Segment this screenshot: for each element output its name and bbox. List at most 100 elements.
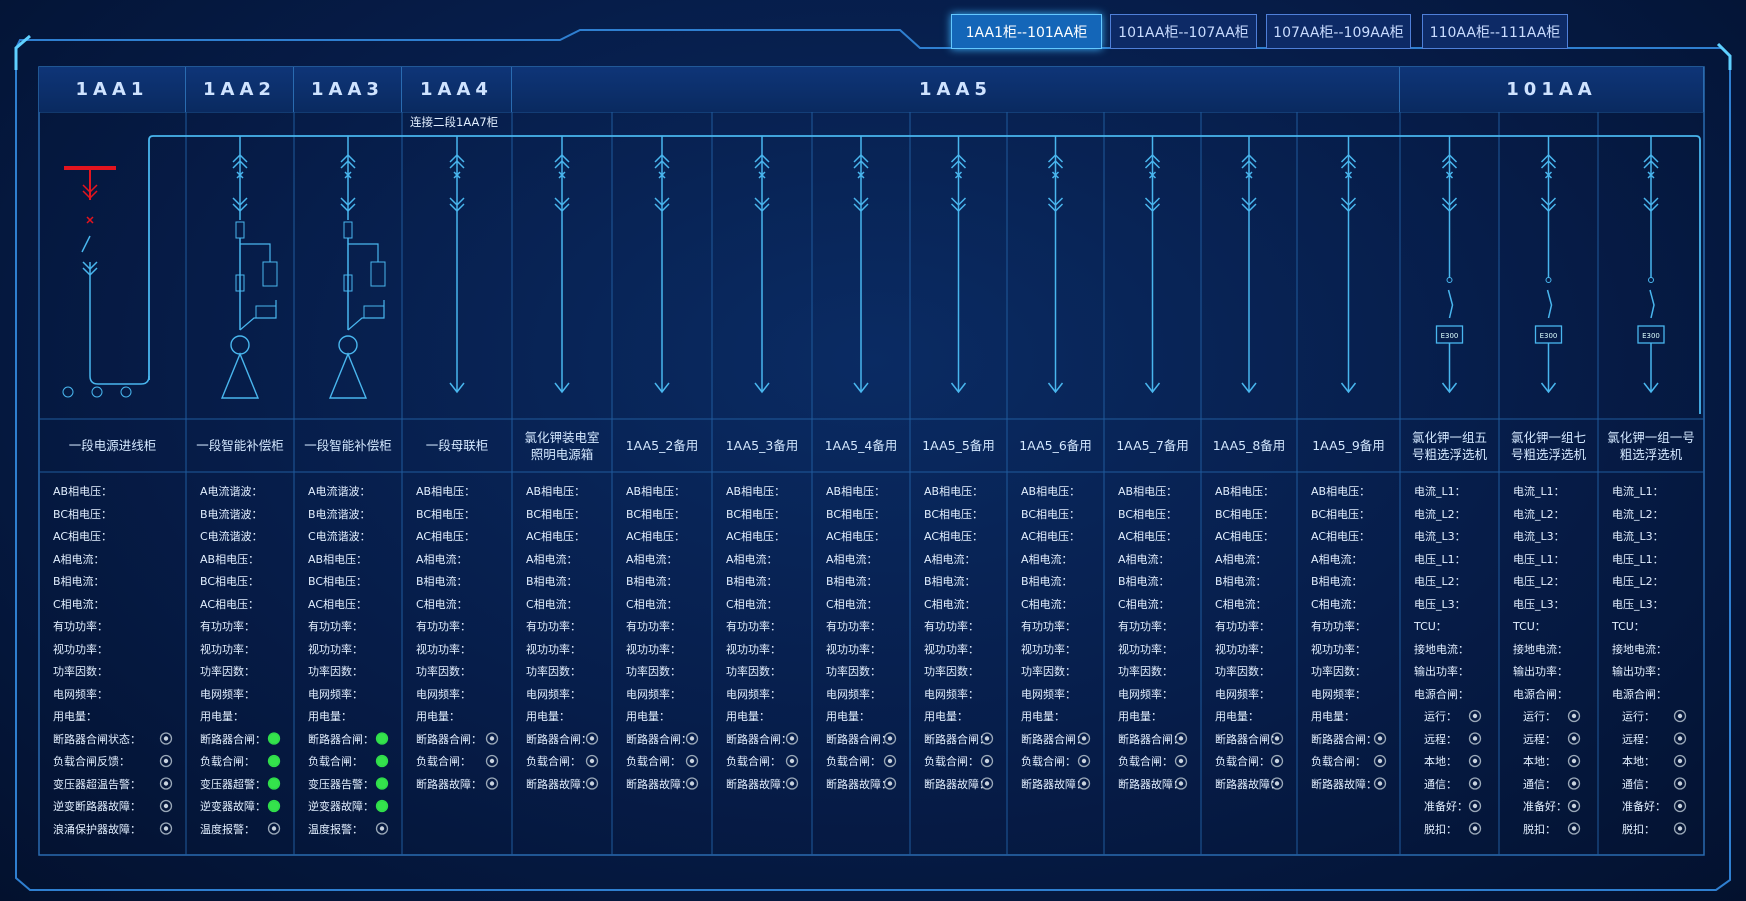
param-label: AB相电压： (726, 485, 786, 498)
tab[interactable]: 101AA柜--107AA柜 (1110, 14, 1257, 49)
switch (1540, 153, 1557, 169)
indicator-ring (1373, 732, 1387, 745)
contact (1545, 277, 1552, 283)
breaker (1647, 171, 1655, 179)
indicator (589, 736, 595, 741)
cabinet-name: 氯化钾一组一号粗选浮选机 (1607, 429, 1695, 462)
param-label: 用电量： (1311, 710, 1355, 723)
switch (1340, 197, 1357, 213)
indicator (789, 736, 795, 741)
indicator-label: 负载合闸： (1021, 755, 1076, 768)
arrester (370, 261, 386, 287)
param-label: A相电流： (1311, 552, 1363, 566)
param-label: 视功功率： (626, 642, 681, 656)
indicator-ring (1270, 777, 1284, 790)
indicator (1377, 758, 1383, 764)
indicator-ring (1673, 732, 1687, 745)
indicator (269, 733, 279, 744)
cabinet-name: 一段智能补偿柜 (196, 438, 284, 453)
arrow (449, 382, 465, 394)
indicator-label: 断路器合闸： (1311, 732, 1377, 746)
indicator-label: 断路器故障： (1215, 777, 1281, 791)
param-label: AC相电压： (200, 597, 260, 611)
indicator-ring (785, 732, 799, 745)
param-label: AB相电压： (1311, 485, 1371, 498)
param-label: 视功功率： (526, 642, 581, 656)
indicator-label: 断路器故障： (1118, 777, 1184, 791)
param-label: TCU： (1414, 620, 1447, 633)
arrow (1144, 382, 1161, 394)
param-label: 电源合闸： (1414, 687, 1469, 701)
tab[interactable]: 110AA柜--111AA柜 (1422, 14, 1568, 49)
breaker (558, 171, 566, 179)
param-label: 功率因数： (53, 665, 108, 678)
indicator (984, 781, 990, 786)
param-label: 功率因数： (626, 665, 681, 678)
cabinet-name: 氯化钾一组七号粗选浮选机 (1510, 429, 1586, 462)
switch (1144, 153, 1161, 169)
indicator-ring (685, 777, 699, 790)
indicator (1472, 736, 1478, 741)
cabinet-name: 一段母联柜 (425, 438, 489, 453)
param-label: 功率因数： (526, 665, 581, 678)
switch (1643, 153, 1659, 169)
param-label: 用电量： (53, 710, 97, 723)
param-label: C相电流： (526, 597, 578, 611)
param-label: 有功功率： (1118, 620, 1173, 633)
indicator-ring (1567, 754, 1581, 768)
param-label: 电流_L2： (1414, 507, 1466, 521)
param-label: A相电流： (626, 552, 678, 566)
param-label: C相电流： (416, 597, 468, 611)
indicator-label: 本地： (1424, 755, 1457, 768)
indicator-ring (1567, 732, 1581, 745)
indicator-label: 断路器故障： (726, 777, 792, 791)
indicator-ring (1673, 822, 1687, 835)
param-label: 有功功率： (53, 620, 108, 633)
param-label: 电网频率： (626, 687, 681, 701)
arrow (1441, 382, 1458, 394)
tab[interactable]: 107AA柜--109AA柜 (1266, 14, 1411, 49)
switch (950, 197, 967, 213)
param-label: 接地电流： (1612, 642, 1667, 656)
group-header: 1AA1 (39, 67, 186, 112)
param-label: 电流_L1： (1414, 485, 1466, 498)
device-label: E300 (1642, 332, 1660, 340)
param-label: C电流谐波： (308, 530, 371, 543)
indicator-label: 本地： (1622, 755, 1655, 768)
param-label: 视功功率： (826, 642, 881, 656)
group-header: 1AA4 (402, 67, 512, 112)
ct (338, 335, 358, 355)
indicator-ring (375, 799, 389, 813)
switch (82, 184, 98, 200)
switch (1047, 153, 1064, 169)
indicator-ring (485, 732, 499, 745)
param-label: 功率因数： (200, 665, 255, 678)
indicator (1677, 826, 1683, 831)
param-label: 功率因数： (1118, 665, 1173, 678)
param-label: B相电流： (1311, 575, 1363, 588)
indicator-label: 运行： (1622, 710, 1655, 723)
param-label: 功率因数： (1021, 665, 1076, 678)
param-label: 电流_L3： (1612, 530, 1664, 543)
param-label: A相电流： (1021, 552, 1073, 566)
indicator (887, 758, 893, 764)
param-label: 电网频率： (1021, 687, 1076, 701)
param-label: 电网频率： (726, 687, 781, 701)
param-label: C相电流： (53, 597, 105, 611)
param-label: 有功功率： (1311, 620, 1366, 633)
cabinet-name: 1AA5_8备用 (1212, 438, 1286, 453)
indicator (589, 758, 595, 764)
param-label: 有功功率： (526, 620, 581, 633)
param-label: 用电量： (924, 710, 968, 723)
breaker (344, 171, 352, 179)
tab[interactable]: 1AA1柜--101AA柜 (951, 14, 1102, 49)
breaker (1544, 171, 1553, 179)
indicator (1178, 758, 1184, 764)
param-label: 视功功率： (726, 642, 781, 656)
param-label: 视功功率： (1021, 642, 1076, 656)
indicator (1472, 713, 1478, 719)
indicator-label: 负载合闸： (200, 755, 255, 768)
indicator (1178, 736, 1184, 741)
param-label: AB相电压： (1118, 485, 1178, 498)
